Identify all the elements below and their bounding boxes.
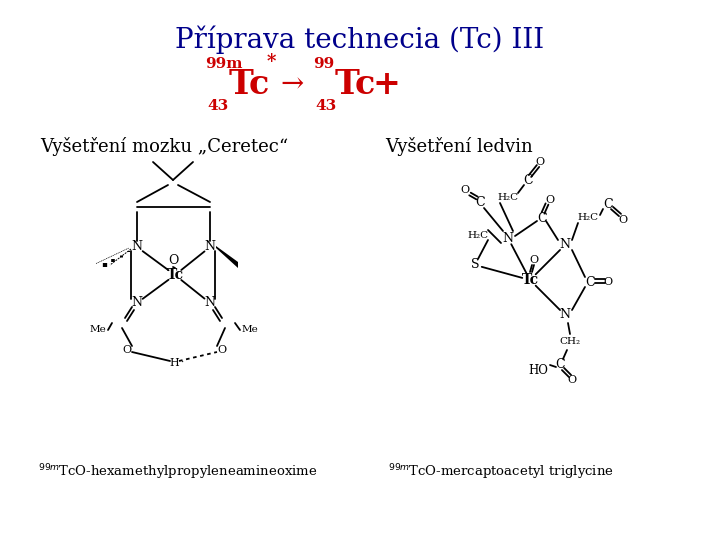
Text: O: O — [529, 255, 539, 265]
Text: 99: 99 — [313, 57, 334, 71]
Text: O: O — [603, 277, 613, 287]
Text: C: C — [585, 275, 595, 288]
Text: Tc: Tc — [229, 69, 271, 102]
Text: N: N — [559, 308, 570, 321]
Text: C: C — [603, 199, 613, 212]
Polygon shape — [216, 246, 238, 268]
Text: HO: HO — [528, 363, 548, 376]
Text: O: O — [618, 215, 628, 225]
Text: Tc: Tc — [335, 69, 377, 102]
Text: $^{99m}$TcO-mercaptoacetyl triglycine: $^{99m}$TcO-mercaptoacetyl triglycine — [388, 462, 614, 482]
Text: N: N — [132, 240, 143, 253]
Text: ·: · — [181, 357, 184, 367]
Text: O: O — [122, 345, 132, 355]
Text: Vyšetření ledvin: Vyšetření ledvin — [385, 137, 533, 156]
Text: +: + — [373, 69, 401, 102]
Text: CH₂: CH₂ — [559, 338, 580, 347]
Text: H₂C: H₂C — [498, 193, 518, 202]
Text: S: S — [471, 259, 480, 272]
Text: N: N — [132, 296, 143, 309]
Text: N: N — [204, 296, 215, 309]
Text: N: N — [204, 240, 215, 253]
Text: O: O — [460, 185, 469, 195]
Text: Me: Me — [89, 326, 107, 334]
Text: Tc: Tc — [166, 268, 184, 282]
Text: 43: 43 — [207, 99, 228, 113]
Text: H₂C: H₂C — [577, 213, 598, 222]
Text: Vyšetření mozku „Ceretec“: Vyšetření mozku „Ceretec“ — [40, 137, 288, 156]
Text: Tc: Tc — [521, 273, 539, 287]
Text: C: C — [555, 359, 564, 372]
Text: O: O — [536, 157, 544, 167]
Text: O: O — [546, 195, 554, 205]
Text: *: * — [267, 53, 276, 71]
Text: H₂C: H₂C — [467, 231, 489, 240]
Text: N: N — [559, 239, 570, 252]
Text: Me: Me — [242, 326, 258, 334]
Text: →: → — [280, 71, 303, 98]
Text: N: N — [503, 232, 513, 245]
Text: C: C — [537, 212, 546, 225]
Text: H: H — [169, 358, 179, 368]
Text: O: O — [567, 375, 577, 385]
Text: 99m: 99m — [205, 57, 243, 71]
Text: C: C — [523, 173, 533, 186]
Text: O: O — [168, 254, 178, 267]
Text: Příprava technecia (Tc) III: Příprava technecia (Tc) III — [176, 25, 544, 53]
Text: $^{99m}$TcO-hexamethylpropyleneamineoxime: $^{99m}$TcO-hexamethylpropyleneamineoxim… — [38, 462, 318, 482]
Text: C: C — [475, 195, 485, 208]
Text: O: O — [217, 345, 227, 355]
Text: 43: 43 — [315, 99, 336, 113]
